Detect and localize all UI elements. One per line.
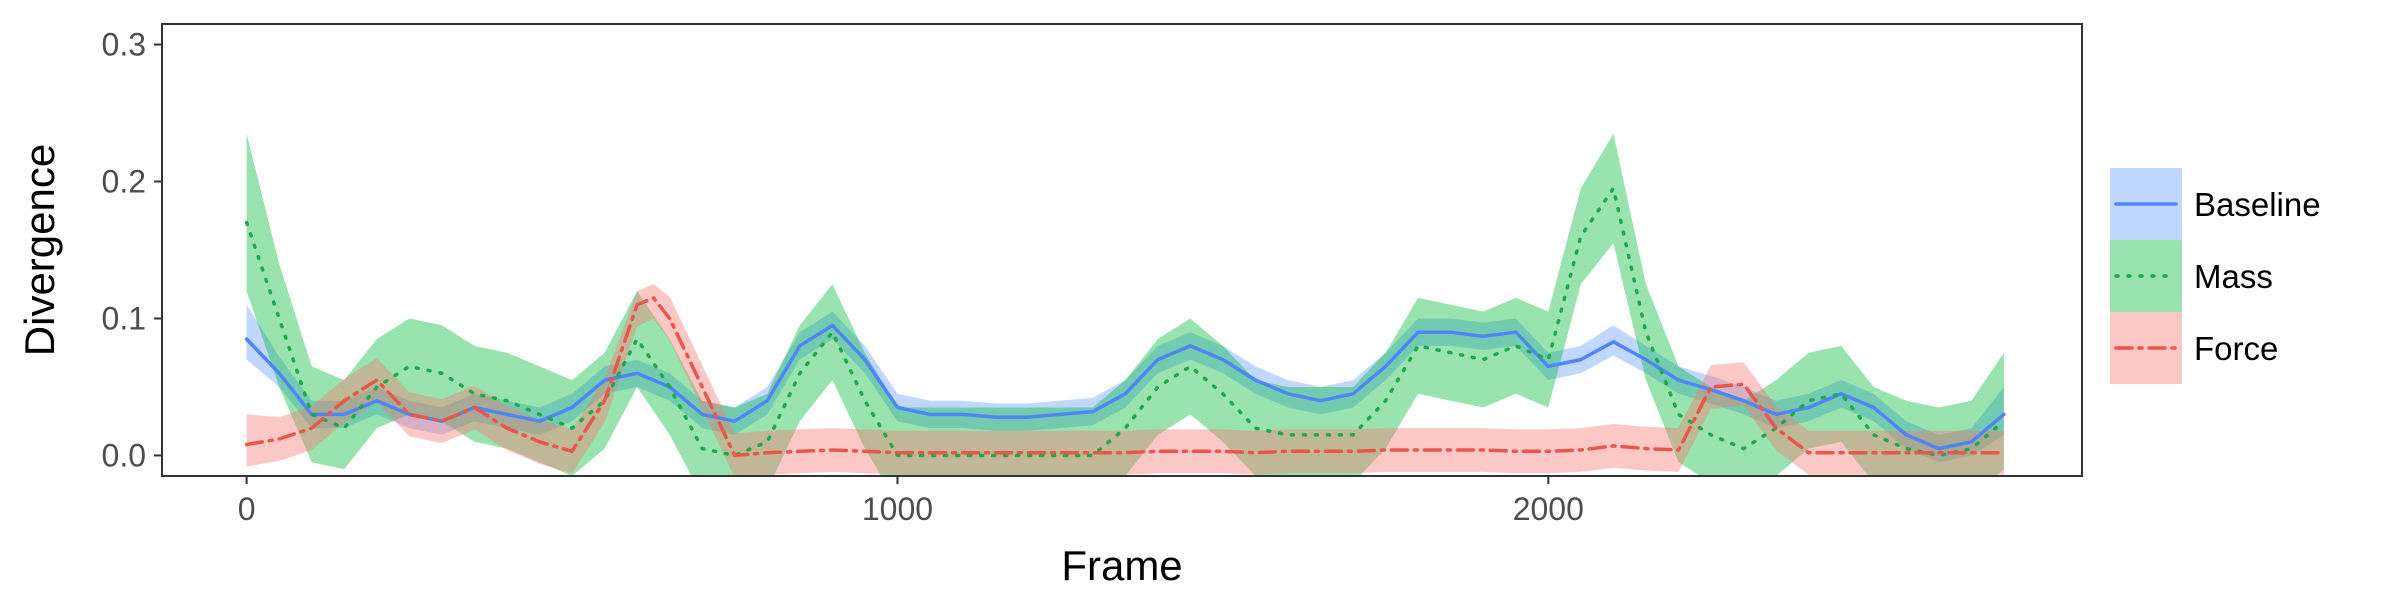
legend-item-mass: Mass xyxy=(2110,240,2273,312)
plot-panel-border xyxy=(161,23,2083,477)
y-axis-title: Divergence xyxy=(16,144,63,356)
y-axis: 0.0 0.1 0.2 0.3 xyxy=(102,27,162,473)
band-force xyxy=(246,284,2004,476)
legend-label: Mass xyxy=(2194,258,2273,295)
legend-item-force: Force xyxy=(2110,312,2278,384)
legend-key-band xyxy=(2110,240,2182,312)
y-tick-label: 0.0 xyxy=(102,437,146,473)
series-lines xyxy=(244,186,2006,458)
x-axis-title: Frame xyxy=(1061,542,1182,589)
y-tick-label: 0.2 xyxy=(102,164,146,200)
legend-label: Baseline xyxy=(2194,186,2321,223)
line-mass xyxy=(244,186,2006,458)
legend: Baseline Mass Force xyxy=(2110,168,2321,384)
y-tick-label: 0.3 xyxy=(102,27,146,63)
y-tick-label: 0.1 xyxy=(102,300,146,336)
x-axis: 0 1000 2000 xyxy=(238,476,1584,527)
line-force xyxy=(244,296,2006,458)
legend-item-baseline: Baseline xyxy=(2110,168,2321,240)
x-tick-label: 0 xyxy=(238,491,256,527)
x-tick-label: 1000 xyxy=(862,491,933,527)
confidence-bands xyxy=(246,133,2004,476)
x-tick-label: 2000 xyxy=(1513,491,1584,527)
band-baseline xyxy=(246,304,2004,463)
band-mass xyxy=(246,133,2004,476)
legend-label: Force xyxy=(2194,330,2278,367)
